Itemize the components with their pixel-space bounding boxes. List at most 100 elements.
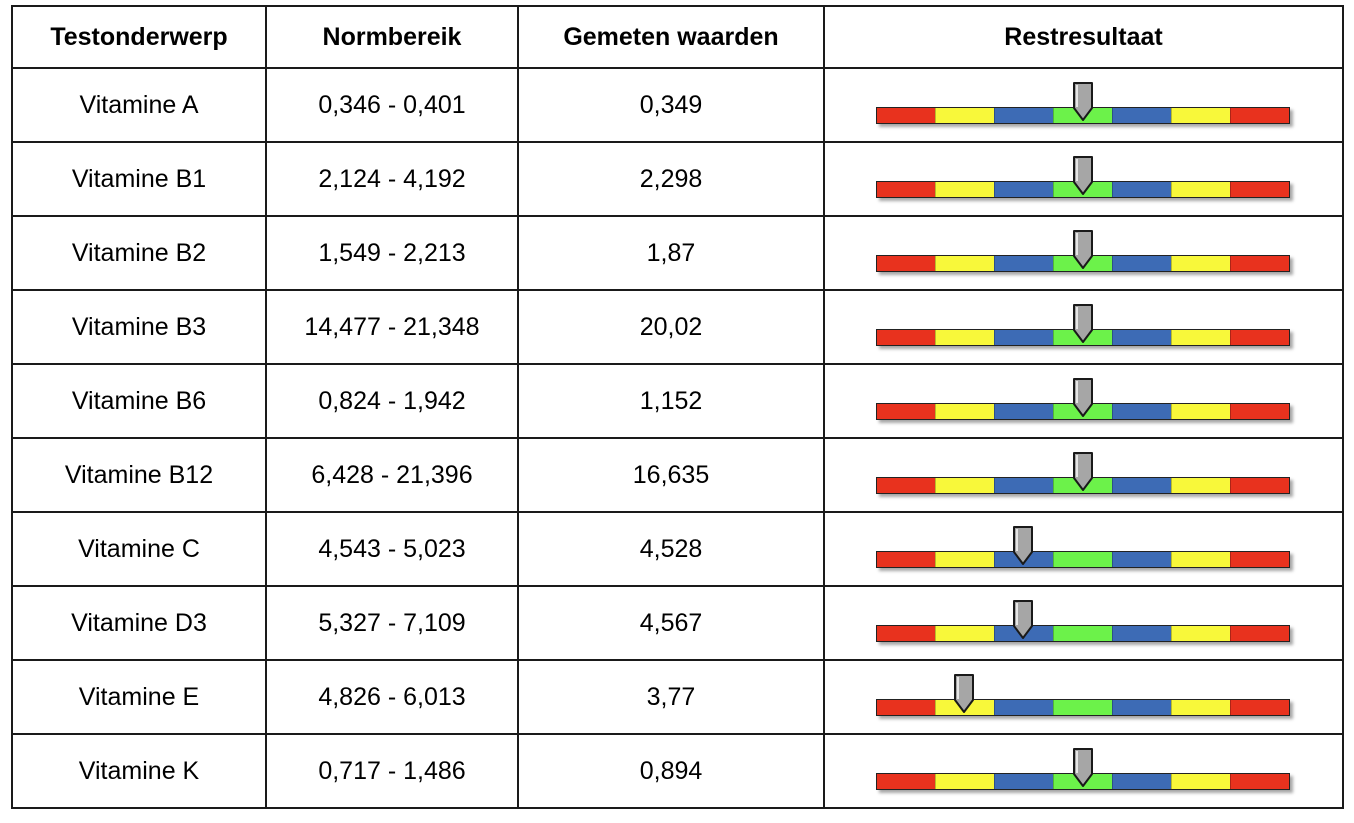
gauge-segment <box>1229 774 1289 789</box>
gauge-segment <box>1111 182 1171 197</box>
result-gauge <box>875 674 1292 720</box>
gauge-bar <box>875 699 1290 716</box>
result-gauge <box>875 748 1292 794</box>
result-gauge <box>875 304 1292 350</box>
gauge-segment <box>1170 626 1230 641</box>
header-measured: Gemeten waarden <box>517 5 825 69</box>
measured-cell: 3,77 <box>517 659 825 735</box>
table-row: Vitamine B6 0,824 - 1,942 1,152 <box>11 363 1344 439</box>
result-gauge <box>875 230 1292 276</box>
gauge-pointer-icon <box>954 674 975 713</box>
result-gauge-cell <box>823 585 1344 661</box>
result-gauge <box>875 378 1292 424</box>
gauge-segment <box>993 256 1053 271</box>
gauge-segment <box>1229 256 1289 271</box>
result-gauge <box>875 156 1292 202</box>
subject-cell: Vitamine E <box>11 659 267 735</box>
gauge-segment <box>993 478 1053 493</box>
table-row: Vitamine E 4,826 - 6,013 3,77 <box>11 659 1344 735</box>
gauge-segment <box>1229 478 1289 493</box>
measured-cell: 2,298 <box>517 141 825 217</box>
result-gauge-cell <box>823 141 1344 217</box>
gauge-bar <box>875 625 1290 642</box>
range-cell: 2,124 - 4,192 <box>265 141 519 217</box>
gauge-segment <box>1229 108 1289 123</box>
gauge-segment <box>993 108 1053 123</box>
result-gauge-cell <box>823 659 1344 735</box>
measured-cell: 4,567 <box>517 585 825 661</box>
subject-cell: Vitamine B1 <box>11 141 267 217</box>
subject-cell: Vitamine B6 <box>11 363 267 439</box>
gauge-segment <box>1111 256 1171 271</box>
gauge-segment <box>993 700 1053 715</box>
gauge-segment <box>934 182 994 197</box>
gauge-segment <box>1111 626 1171 641</box>
range-cell: 6,428 - 21,396 <box>265 437 519 513</box>
gauge-segment <box>1229 626 1289 641</box>
gauge-segment <box>876 256 935 271</box>
result-gauge-cell <box>823 289 1344 365</box>
gauge-segment <box>1052 626 1112 641</box>
gauge-segment <box>1111 552 1171 567</box>
gauge-bar <box>875 551 1290 568</box>
subject-cell: Vitamine B12 <box>11 437 267 513</box>
gauge-segment <box>1111 774 1171 789</box>
result-gauge <box>875 452 1292 498</box>
gauge-segment <box>1170 330 1230 345</box>
measured-cell: 0,349 <box>517 67 825 143</box>
gauge-segment <box>1111 108 1171 123</box>
gauge-segment <box>876 182 935 197</box>
header-row: Testonderwerp Normbereik Gemeten waarden… <box>11 5 1344 69</box>
gauge-pointer-icon <box>1072 156 1093 195</box>
gauge-segment <box>876 330 935 345</box>
result-gauge <box>875 526 1292 572</box>
header-result: Restresultaat <box>823 5 1344 69</box>
measured-cell: 1,87 <box>517 215 825 291</box>
measured-cell: 1,152 <box>517 363 825 439</box>
gauge-segment <box>993 330 1053 345</box>
gauge-bar <box>875 181 1290 198</box>
range-cell: 4,543 - 5,023 <box>265 511 519 587</box>
gauge-segment <box>934 330 994 345</box>
gauge-segment <box>1170 404 1230 419</box>
gauge-segment <box>1170 700 1230 715</box>
subject-cell: Vitamine B3 <box>11 289 267 365</box>
gauge-segment <box>876 108 935 123</box>
gauge-segment <box>934 404 994 419</box>
gauge-pointer-icon <box>1013 600 1034 639</box>
result-gauge-cell <box>823 215 1344 291</box>
gauge-pointer-icon <box>1013 526 1034 565</box>
gauge-segment <box>1052 552 1112 567</box>
gauge-segment <box>876 626 935 641</box>
gauge-segment <box>1111 404 1171 419</box>
gauge-segment <box>1229 404 1289 419</box>
gauge-bar <box>875 107 1290 124</box>
range-cell: 1,549 - 2,213 <box>265 215 519 291</box>
result-gauge-cell <box>823 67 1344 143</box>
gauge-segment <box>1170 774 1230 789</box>
gauge-segment <box>934 552 994 567</box>
table-row: Vitamine C 4,543 - 5,023 4,528 <box>11 511 1344 587</box>
gauge-segment <box>1111 700 1171 715</box>
result-gauge-cell <box>823 437 1344 513</box>
gauge-segment <box>993 774 1053 789</box>
gauge-segment <box>1170 108 1230 123</box>
subject-cell: Vitamine C <box>11 511 267 587</box>
gauge-segment <box>1170 552 1230 567</box>
gauge-segment <box>1052 700 1112 715</box>
table-row: Vitamine A 0,346 - 0,401 0,349 <box>11 67 1344 143</box>
gauge-segment <box>934 256 994 271</box>
result-gauge <box>875 600 1292 646</box>
gauge-segment <box>1170 478 1230 493</box>
gauge-segment <box>876 478 935 493</box>
gauge-bar <box>875 477 1290 494</box>
range-cell: 14,477 - 21,348 <box>265 289 519 365</box>
measured-cell: 4,528 <box>517 511 825 587</box>
subject-cell: Vitamine D3 <box>11 585 267 661</box>
measured-cell: 20,02 <box>517 289 825 365</box>
result-gauge-cell <box>823 511 1344 587</box>
gauge-segment <box>876 700 935 715</box>
subject-cell: Vitamine K <box>11 733 267 809</box>
header-subject: Testonderwerp <box>11 5 267 69</box>
table-row: Vitamine K 0,717 - 1,486 0,894 <box>11 733 1344 809</box>
